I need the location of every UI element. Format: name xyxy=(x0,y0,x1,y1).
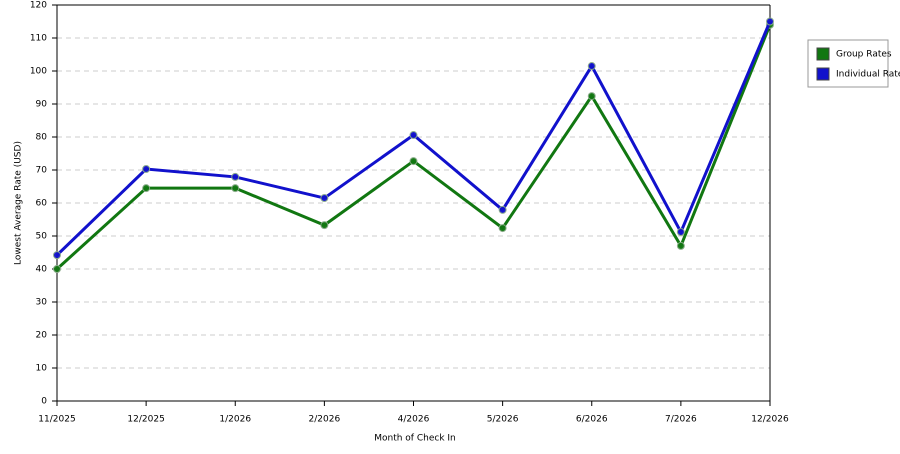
x-axis-title: Month of Check In xyxy=(374,434,456,444)
x-tick-label: 12/2025 xyxy=(127,415,164,425)
point xyxy=(142,165,151,174)
x-tick-label: 1/2026 xyxy=(219,415,251,425)
x-tick-label: 11/2025 xyxy=(38,415,75,425)
y-tick-label: 40 xyxy=(36,265,48,275)
point xyxy=(498,224,507,233)
y-tick-label: 60 xyxy=(36,199,48,209)
y-tick-label: 80 xyxy=(36,133,48,143)
point xyxy=(231,172,240,181)
y-tick-label: 0 xyxy=(41,397,47,407)
point xyxy=(53,251,61,260)
point xyxy=(53,265,61,273)
point xyxy=(498,205,507,214)
y-tick-label: 30 xyxy=(36,298,48,308)
y-axis-title: Lowest Average Rate (USD) xyxy=(14,141,24,265)
point xyxy=(676,228,685,237)
y-tick-label: 20 xyxy=(36,331,48,341)
legend-swatch xyxy=(816,67,830,81)
legend-label: Group Rates xyxy=(836,50,892,60)
point xyxy=(142,184,151,193)
y-tick-label: 70 xyxy=(36,166,48,176)
y-tick-label: 90 xyxy=(36,100,48,110)
x-tick-label: 12/2026 xyxy=(751,415,789,425)
y-tick-label: 120 xyxy=(30,1,47,11)
x-tick-label: 5/2026 xyxy=(487,415,519,425)
point xyxy=(409,157,418,166)
x-tick-label: 6/2026 xyxy=(576,415,608,425)
point xyxy=(676,241,685,250)
y-tick-label: 100 xyxy=(30,67,47,77)
point xyxy=(766,17,774,26)
point xyxy=(320,221,329,230)
legend-swatch xyxy=(816,47,830,61)
legend-label: Individual Rates xyxy=(836,70,900,80)
x-tick-label: 2/2026 xyxy=(309,415,341,425)
point xyxy=(409,131,418,140)
y-tick-label: 10 xyxy=(36,364,48,374)
y-tick-label: 110 xyxy=(30,34,47,44)
point xyxy=(320,194,329,203)
x-tick-label: 7/2026 xyxy=(665,415,697,425)
y-tick-label: 50 xyxy=(36,232,48,242)
x-tick-label: 4/2026 xyxy=(398,415,430,425)
point xyxy=(231,184,240,193)
point xyxy=(587,62,596,71)
point xyxy=(587,92,596,101)
line xyxy=(55,24,772,271)
